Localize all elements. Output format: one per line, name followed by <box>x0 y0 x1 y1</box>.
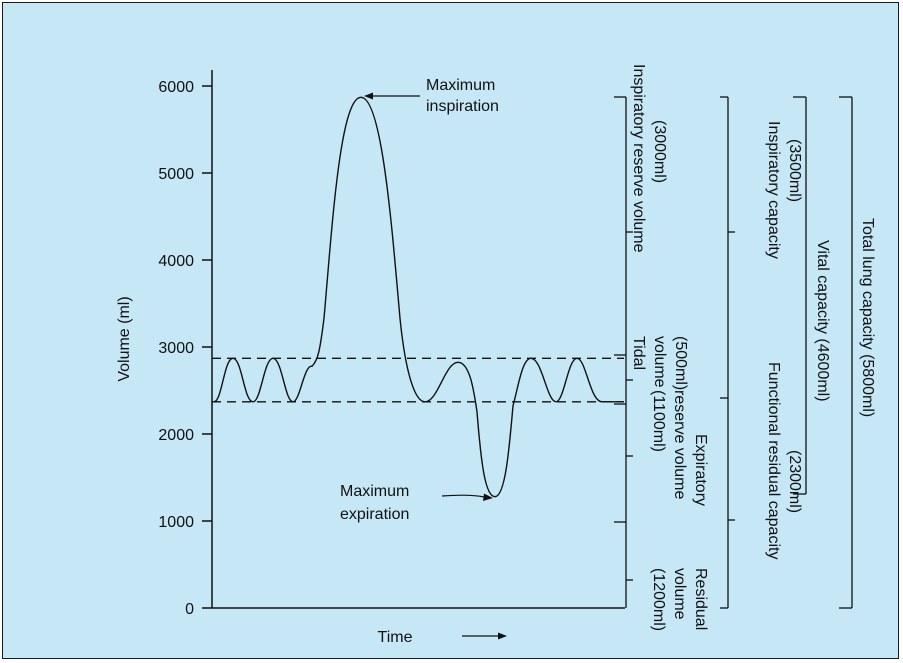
y-axis-label: Volume (ml) <box>116 296 133 381</box>
ic-frc-bracket <box>720 96 735 609</box>
y-tick-label: 6000 <box>158 79 194 96</box>
tlc-bracket <box>839 96 853 609</box>
max-expiration-arrow <box>441 493 493 501</box>
max-inspiration-label: Maximum inspiration <box>426 77 500 115</box>
irv-label: Inspiratory reserve volume (3000ml) <box>630 64 668 257</box>
y-tick-label: 5000 <box>158 166 194 183</box>
vc-label: Vital capacity (4600ml) <box>814 240 831 402</box>
tv-label: Tidal volume (500ml) <box>630 336 689 392</box>
right-arrow-icon <box>462 632 507 640</box>
spirogram-trace <box>213 96 624 498</box>
y-tick-label: 4000 <box>158 253 194 270</box>
x-axis-label: Time <box>378 629 413 646</box>
y-tick-label: 2000 <box>158 427 194 444</box>
y-tick-label: 0 <box>185 601 194 618</box>
frc-label: Functional residual capacity (2300ml) <box>765 362 803 564</box>
volume-bracket <box>614 96 633 608</box>
y-tick-label: 3000 <box>158 340 194 357</box>
max-expiration-label: Maximum expiration <box>340 483 414 523</box>
erv-label: Expiratory reserve volume (1100ml) <box>650 390 709 510</box>
y-tick-label: 1000 <box>158 514 194 531</box>
vc-bracket <box>793 96 807 495</box>
ic-label: Inspiratory capacity (3500ml) <box>765 121 803 263</box>
y-axis-ticks: 0 1000 2000 3000 4000 5000 6000 <box>158 79 212 618</box>
rv-label: Residual volume (1200ml) <box>650 568 709 635</box>
max-inspiration-arrow <box>364 92 420 100</box>
tlc-label: Total lung capacity (5800ml) <box>859 218 876 417</box>
